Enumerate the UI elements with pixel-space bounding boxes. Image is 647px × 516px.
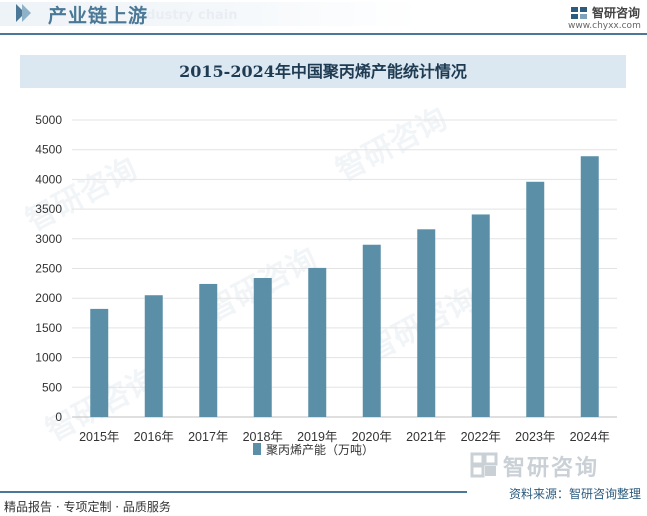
x-tick-label: 2016年 — [134, 430, 174, 444]
legend-label: 聚丙烯产能（万吨） — [266, 443, 374, 457]
y-tick-label: 5000 — [35, 113, 62, 127]
y-tick-label: 1000 — [35, 351, 62, 365]
bar — [417, 229, 436, 417]
bar — [144, 295, 163, 417]
brand-watermark-icon — [470, 452, 498, 478]
x-tick-label: 2020年 — [352, 430, 392, 444]
x-tick-label: 2024年 — [570, 430, 610, 444]
x-tick-label: 2017年 — [188, 430, 228, 444]
brand-watermark-text: 智研咨询 — [503, 456, 600, 481]
bar — [526, 181, 545, 417]
x-axis-ticks: 2015年 2016年 2017年 2018年 2019年 2020年 2021年 2022年… — [79, 430, 610, 444]
x-tick-label: 2015年 — [79, 430, 119, 444]
x-tick-label: 2021年 — [406, 430, 446, 444]
chart-title-band: 2015-2024年中国聚丙烯产能统计情况 — [20, 55, 626, 88]
gridlines — [72, 119, 617, 418]
brand-logo-icon — [571, 7, 587, 19]
y-tick-label: 0 — [55, 410, 62, 424]
header-divider — [0, 33, 647, 35]
section-marker-icon — [16, 4, 31, 22]
bars — [90, 156, 599, 417]
chart-title: 2015-2024年中国聚丙烯产能统计情况 — [179, 62, 467, 81]
bar — [580, 156, 599, 417]
bar — [253, 278, 272, 417]
x-tick-label: 2018年 — [243, 430, 283, 444]
bar — [362, 244, 381, 417]
x-tick-label: 2023年 — [515, 430, 555, 444]
x-tick-label: 2019年 — [297, 430, 337, 444]
y-tick-label: 2500 — [35, 262, 62, 276]
y-tick-label: 4000 — [35, 172, 62, 186]
header-band — [0, 2, 420, 26]
brand-name: 智研咨询 — [592, 6, 641, 20]
footer-divider — [0, 491, 467, 493]
header-ghost-text: Industry chain — [132, 8, 238, 23]
y-tick-label: 3000 — [35, 232, 62, 246]
legend: 聚丙烯产能（万吨） — [253, 443, 374, 457]
y-tick-label: 500 — [42, 380, 62, 394]
y-tick-label: 3500 — [35, 202, 62, 216]
bar — [90, 308, 109, 417]
y-tick-label: 1500 — [35, 321, 62, 335]
y-tick-label: 2000 — [35, 291, 62, 305]
y-axis-ticks: 0 500 1000 1500 2000 2500 3000 3500 4000 4500 5000 — [35, 113, 62, 424]
brand-url: www.chyxx.com — [568, 21, 641, 31]
y-tick-label: 4500 — [35, 143, 62, 157]
legend-swatch — [253, 443, 261, 455]
bar — [471, 214, 490, 417]
header: Industry chain 产业链上游 智研咨询 www.chyxx.com — [0, 0, 647, 35]
bar-chart: 0 500 1000 1500 2000 2500 3000 3500 4000 4500 5000… — [35, 113, 617, 457]
x-tick-label: 2022年 — [461, 430, 501, 444]
bar — [199, 283, 218, 417]
section-title: 产业链上游 — [48, 5, 149, 27]
data-source: 资料来源：智研咨询整理 — [508, 487, 641, 501]
bar — [308, 267, 327, 417]
footer-tagline: 精品报告 · 专项定制 · 品质服务 — [4, 500, 171, 514]
